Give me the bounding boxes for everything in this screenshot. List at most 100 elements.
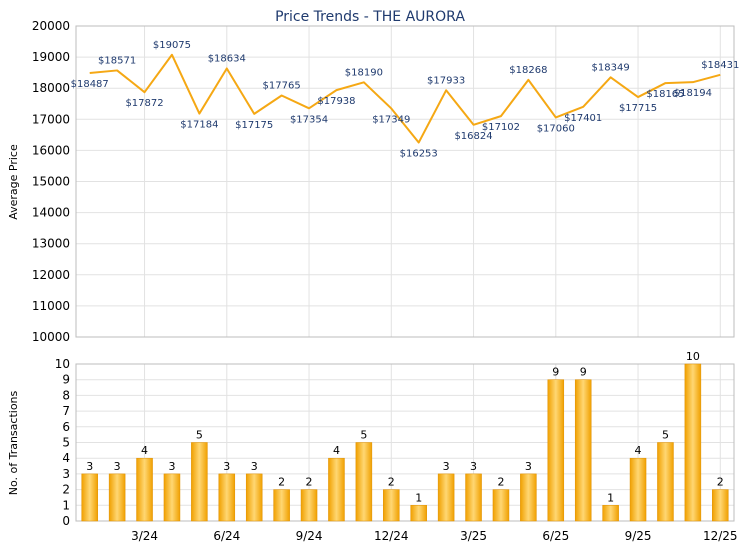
transaction-bar xyxy=(383,489,400,522)
price-y-tick-label: 17000 xyxy=(32,112,70,126)
transactions-y-tick-label: 7 xyxy=(62,404,70,418)
transactions-y-tick-label: 0 xyxy=(62,514,70,528)
transaction-bar xyxy=(218,473,236,522)
price-data-label: $19075 xyxy=(153,40,191,51)
transaction-count-label: 3 xyxy=(525,460,532,473)
transactions-bars: 3 3 4 3 5 3 3 2 2 4 5 2 1 3 3 2 3 9 9 1 4 5 10 2 xyxy=(81,350,729,522)
transactions-y-tick-label: 6 xyxy=(62,420,70,434)
price-data-label: $17060 xyxy=(537,123,575,134)
x-tick-label: 3/24 xyxy=(131,529,158,543)
transaction-count-label: 4 xyxy=(141,444,148,457)
transaction-bar xyxy=(328,457,345,522)
price-data-label: $18634 xyxy=(208,53,246,64)
price-data-label: $16824 xyxy=(454,131,492,142)
price-y-tick-label: 11000 xyxy=(32,299,70,313)
price-data-label: $17715 xyxy=(619,103,657,114)
transactions-y-tick-label: 2 xyxy=(62,483,70,497)
price-data-label: $18165 xyxy=(646,89,684,100)
transaction-bar xyxy=(465,473,482,522)
transactions-y-tick-label: 9 xyxy=(62,373,70,387)
x-tick-label: 6/24 xyxy=(213,529,240,543)
price-data-label: $17933 xyxy=(427,75,465,86)
price-y-axis-label: Average Price xyxy=(7,144,20,220)
price-data-label: $18431 xyxy=(701,60,739,71)
price-grid xyxy=(76,25,734,338)
transactions-y-tick-label: 1 xyxy=(62,498,70,512)
price-data-label: $17401 xyxy=(564,113,602,124)
transaction-bar xyxy=(684,363,702,522)
transaction-bar xyxy=(437,473,455,522)
x-tick-label: 9/25 xyxy=(625,529,652,543)
price-data-label: $18571 xyxy=(98,55,136,66)
price-y-tick-label: 12000 xyxy=(32,268,70,282)
chart-title: Price Trends - THE AURORA xyxy=(275,9,465,25)
transactions-y-tick-label: 4 xyxy=(62,451,70,465)
transaction-count-label: 2 xyxy=(388,476,395,489)
price-y-tick-label: 15000 xyxy=(32,175,70,189)
price-data-label: $18487 xyxy=(71,79,109,90)
transaction-bar xyxy=(602,505,619,522)
transaction-count-label: 9 xyxy=(580,366,587,379)
transactions-y-tick-label: 8 xyxy=(62,388,70,402)
price-data-label: $18268 xyxy=(509,65,547,76)
x-tick-label: 12/24 xyxy=(374,529,409,543)
price-data-label: $18190 xyxy=(345,67,383,78)
transaction-count-label: 3 xyxy=(168,460,175,473)
transaction-count-label: 2 xyxy=(717,476,724,489)
price-data-labels: $18487 $18571 $17872 $19075 $17184 $18634 $171… xyxy=(71,40,740,160)
price-y-tick-label: 18000 xyxy=(32,81,70,95)
transaction-bar xyxy=(163,473,181,522)
transaction-count-label: 1 xyxy=(415,491,422,504)
transaction-bar xyxy=(81,473,98,522)
price-data-label: $17765 xyxy=(263,81,301,92)
transaction-count-label: 2 xyxy=(306,476,313,489)
transaction-count-label: 1 xyxy=(607,491,614,504)
transaction-bar xyxy=(520,473,537,522)
price-data-label: $17354 xyxy=(290,114,328,125)
transaction-bar xyxy=(273,489,290,522)
price-plot-frame xyxy=(75,25,735,338)
transaction-count-label: 2 xyxy=(497,476,504,489)
price-y-tick-label: 20000 xyxy=(32,19,70,33)
price-data-label: $18349 xyxy=(592,62,630,73)
transaction-count-label: 3 xyxy=(114,460,121,473)
price-y-tick-label: 14000 xyxy=(32,206,70,220)
x-tick-label: 12/25 xyxy=(703,529,738,543)
transaction-count-label: 5 xyxy=(360,429,367,442)
price-series-line xyxy=(89,53,721,144)
price-data-label: $17349 xyxy=(372,114,410,125)
price-data-label: $17184 xyxy=(180,120,218,131)
price-y-tick-label: 19000 xyxy=(32,50,70,64)
transaction-count-label: 2 xyxy=(278,476,285,489)
transaction-bar xyxy=(629,457,647,522)
transaction-bar xyxy=(355,442,373,522)
transaction-bar xyxy=(300,489,318,522)
transaction-count-label: 10 xyxy=(686,350,700,363)
transaction-count-label: 4 xyxy=(333,444,340,457)
x-tick-label: 3/25 xyxy=(460,529,487,543)
transaction-bar xyxy=(108,473,126,522)
transaction-bar xyxy=(547,379,565,522)
price-y-tick-label: 16000 xyxy=(32,143,70,157)
price-y-tick-label: 13000 xyxy=(32,237,70,251)
transaction-count-label: 4 xyxy=(635,444,642,457)
transaction-count-label: 3 xyxy=(470,460,477,473)
transaction-bar xyxy=(410,505,427,522)
transaction-bar xyxy=(712,489,729,522)
price-data-label: $17102 xyxy=(482,122,520,133)
transactions-y-tick-label: 5 xyxy=(62,436,70,450)
x-tick-label: 9/24 xyxy=(296,529,323,543)
transaction-count-label: 3 xyxy=(86,460,93,473)
transactions-y-tick-label: 10 xyxy=(55,357,70,371)
price-data-label: $17175 xyxy=(235,120,273,131)
price-y-ticks: 10000 11000 12000 13000 14000 15000 16000 17000… xyxy=(32,19,70,344)
transaction-count-label: 3 xyxy=(251,460,258,473)
price-data-label: $16253 xyxy=(400,149,438,160)
transaction-bar xyxy=(245,473,263,522)
price-line xyxy=(89,53,721,144)
price-data-label: $17872 xyxy=(125,98,163,109)
transactions-plot-frame xyxy=(75,363,735,522)
price-data-label: $18194 xyxy=(674,88,712,99)
